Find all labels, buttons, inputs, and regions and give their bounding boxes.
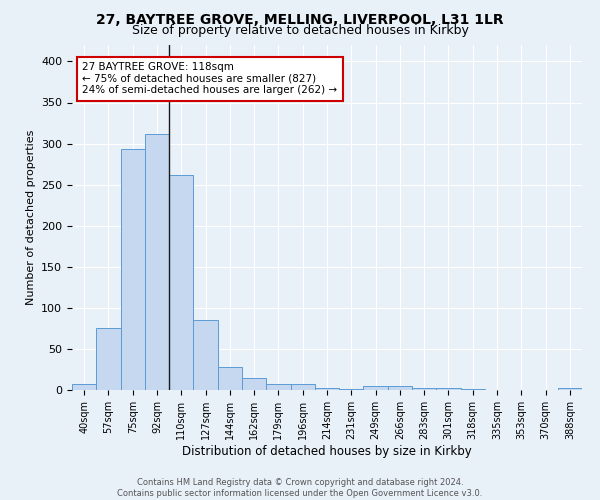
Bar <box>96 328 121 390</box>
Text: 27, BAYTREE GROVE, MELLING, LIVERPOOL, L31 1LR: 27, BAYTREE GROVE, MELLING, LIVERPOOL, L… <box>96 12 504 26</box>
Bar <box>169 175 193 390</box>
Text: 27 BAYTREE GROVE: 118sqm
← 75% of detached houses are smaller (827)
24% of semi-: 27 BAYTREE GROVE: 118sqm ← 75% of detach… <box>82 62 337 96</box>
Bar <box>193 320 218 390</box>
Bar <box>339 389 364 390</box>
Text: Contains HM Land Registry data © Crown copyright and database right 2024.
Contai: Contains HM Land Registry data © Crown c… <box>118 478 482 498</box>
Bar <box>364 386 388 390</box>
Bar <box>436 388 461 390</box>
Y-axis label: Number of detached properties: Number of detached properties <box>26 130 35 305</box>
Bar <box>558 388 582 390</box>
Bar <box>388 386 412 390</box>
Text: Size of property relative to detached houses in Kirkby: Size of property relative to detached ho… <box>131 24 469 37</box>
Bar <box>121 150 145 390</box>
Bar <box>315 388 339 390</box>
Bar <box>290 384 315 390</box>
Bar <box>242 378 266 390</box>
Bar <box>266 384 290 390</box>
Bar <box>145 134 169 390</box>
X-axis label: Distribution of detached houses by size in Kirkby: Distribution of detached houses by size … <box>182 444 472 458</box>
Bar <box>412 388 436 390</box>
Bar <box>461 389 485 390</box>
Bar <box>218 367 242 390</box>
Bar <box>72 384 96 390</box>
